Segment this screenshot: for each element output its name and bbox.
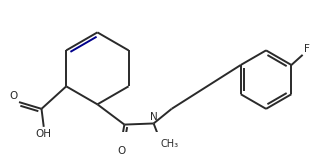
Text: O: O (117, 146, 125, 155)
Text: O: O (10, 91, 18, 101)
Text: F: F (304, 44, 310, 54)
Text: OH: OH (36, 129, 52, 139)
Text: CH₃: CH₃ (160, 139, 178, 149)
Text: N: N (150, 112, 158, 122)
